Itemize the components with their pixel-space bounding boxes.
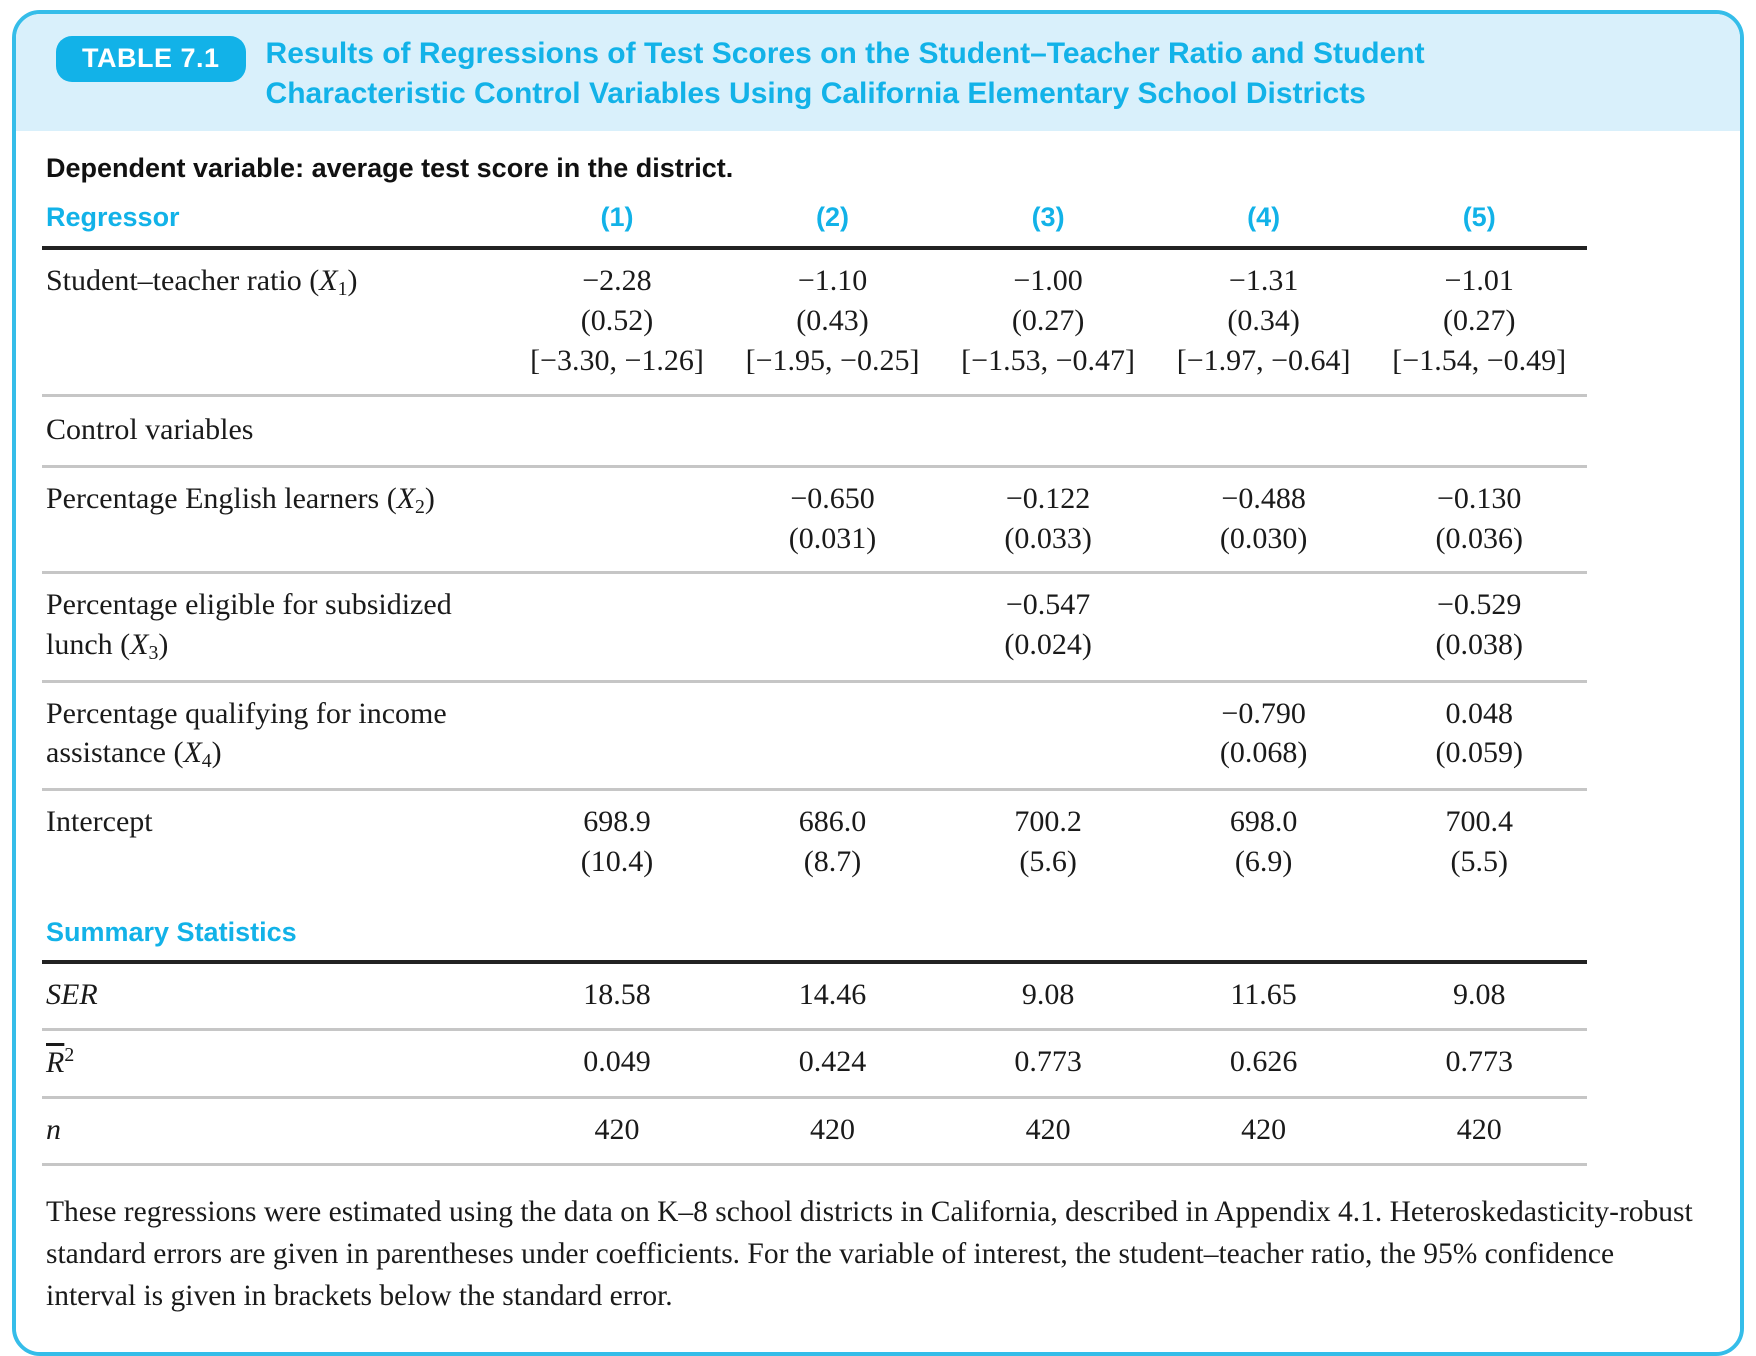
cell-summary-statistics-col1 — [509, 894, 725, 965]
column-header-1: (1) — [509, 194, 725, 251]
row-label-pct-subsidized-lunch: Percentage eligible for subsidized lunch … — [42, 572, 510, 683]
cell-pct-english-learners-col4: −0.488 (0.030) — [1155, 466, 1372, 575]
row-label-control-variables: Control variables — [42, 395, 510, 468]
table-body-area: Dependent variable: average test score i… — [16, 131, 1740, 1352]
cell-summary-statistics-col4 — [1155, 894, 1372, 965]
cell-ser-col5: 9.08 — [1371, 962, 1587, 1032]
cell-ser-col3: 9.08 — [940, 962, 1156, 1032]
column-header-2: (2) — [724, 194, 941, 251]
cell-ser-col1: 18.58 — [509, 962, 725, 1032]
row-label-summary-statistics: Summary Statistics — [42, 894, 510, 965]
cell-student-teacher-ratio-col2: −1.10 (0.43) [−1.95, −0.25] — [724, 248, 941, 397]
cell-pct-subsidized-lunch-col4 — [1155, 572, 1372, 683]
cell-student-teacher-ratio-col5: −1.01 (0.27) [−1.54, −0.49] — [1371, 248, 1587, 397]
regression-table-body: Regressor (1) (2) (3) (4) (5) Student–te… — [42, 194, 1587, 1166]
table-title: Results of Regressions of Test Scores on… — [266, 34, 1425, 113]
cell-ser-col2: 14.46 — [724, 962, 941, 1032]
row-ser: SER 18.58 14.46 9.08 11.65 9.08 — [42, 962, 1587, 1032]
cell-intercept-col1: 698.9 (10.4) — [580, 804, 654, 878]
row-intercept: Intercept 698.9 (10.4) 686.0 (8.7) 700.2 (5.6)… — [42, 789, 1587, 894]
cell-student-teacher-ratio-col4: −1.31 (0.34) [−1.97, −0.64] — [1155, 248, 1372, 397]
cell-n-col3: 420 — [940, 1097, 1156, 1166]
cell-summary-statistics-col2 — [724, 894, 941, 965]
cell-pct-english-learners-col3: −0.122 (0.033) — [940, 466, 1156, 575]
cell-control-variables-col3 — [940, 395, 1156, 468]
cell-control-variables-col5 — [1371, 395, 1587, 468]
cell-control-variables-col4 — [1155, 395, 1372, 468]
column-header-row: Regressor (1) (2) (3) (4) (5) — [42, 194, 1587, 251]
cell-r-bar-squared-col4: 0.626 — [1155, 1029, 1372, 1100]
row-n: n 420 420 420 420 420 — [42, 1097, 1587, 1166]
cell-student-teacher-ratio-col3: −1.00 (0.27) [−1.53, −0.47] — [940, 248, 1156, 397]
cell-pct-subsidized-lunch-col1 — [509, 572, 725, 683]
row-label-pct-income-assistance: Percentage qualifying for income assistan… — [42, 681, 510, 791]
cell-r-bar-squared-col3: 0.773 — [940, 1029, 1156, 1100]
cell-pct-income-assistance-col3 — [940, 681, 1156, 791]
cell-r-bar-squared-col5: 0.773 — [1371, 1029, 1587, 1100]
cell-pct-income-assistance-col5: 0.048 (0.059) — [1371, 681, 1587, 791]
cell-intercept-col4: 698.0 (6.9) — [1229, 804, 1298, 878]
cell-ser-col4: 11.65 — [1155, 962, 1372, 1032]
regression-table: Regressor (1) (2) (3) (4) (5) Student–te… — [42, 194, 1587, 1166]
cell-intercept-col3: 700.2 (5.6) — [1014, 804, 1082, 878]
row-pct-subsidized-lunch: Percentage eligible for subsidized lunch … — [42, 572, 1587, 683]
dependent-variable-note: Dependent variable: average test score i… — [46, 153, 734, 184]
cell-pct-english-learners-col2: −0.650 (0.031) — [724, 466, 941, 575]
column-header-4: (4) — [1155, 194, 1372, 251]
row-summary-statistics: Summary Statistics — [42, 894, 1587, 965]
cell-pct-income-assistance-col1 — [509, 681, 725, 791]
row-student-teacher-ratio: Student–teacher ratio (X1) −2.28 (0.52) [−3… — [42, 248, 1587, 397]
row-label-student-teacher-ratio: Student–teacher ratio (X1) — [42, 248, 510, 397]
cell-n-col4: 420 — [1155, 1097, 1372, 1166]
row-control-variables: Control variables — [42, 395, 1587, 468]
row-label-n: n — [42, 1097, 510, 1166]
table-number-badge: TABLE 7.1 — [56, 36, 246, 82]
table-title-line2: Characteristic Control Variables Using C… — [265, 76, 1366, 110]
cell-intercept-col2: 686.0 (8.7) — [798, 804, 867, 878]
cell-pct-income-assistance-col4: −0.790 (0.068) — [1155, 681, 1372, 791]
column-header-3: (3) — [940, 194, 1156, 251]
cell-r-bar-squared-col1: 0.049 — [509, 1029, 725, 1100]
table-footnote: These regressions were estimated using t… — [46, 1195, 1693, 1312]
cell-n-col1: 420 — [509, 1097, 725, 1166]
row-label-pct-english-learners: Percentage English learners (X2) — [42, 466, 510, 575]
cell-pct-subsidized-lunch-col3: −0.547 (0.024) — [940, 572, 1156, 683]
row-r-bar-squared: R2 0.049 0.424 0.773 0.626 0.773 — [42, 1029, 1587, 1100]
table-card: TABLE 7.1 Results of Regressions of Test… — [12, 10, 1744, 1356]
cell-n-col5: 420 — [1371, 1097, 1587, 1166]
cell-n-col2: 420 — [724, 1097, 941, 1166]
cell-intercept-col5: 700.4 (5.5) — [1445, 804, 1513, 878]
cell-pct-subsidized-lunch-col5: −0.529 (0.038) — [1371, 572, 1587, 683]
cell-summary-statistics-col3 — [940, 894, 1156, 965]
row-label-intercept: Intercept — [46, 804, 153, 838]
column-header-5: (5) — [1371, 194, 1587, 251]
cell-pct-income-assistance-col2 — [724, 681, 941, 791]
regressor-header: Regressor — [42, 194, 510, 251]
row-label-ser: SER — [42, 962, 510, 1032]
row-label-r-bar-squared: R2 — [42, 1029, 510, 1100]
cell-student-teacher-ratio-col1: −2.28 (0.52) [−3.30, −1.26] — [509, 248, 725, 397]
cell-control-variables-col2 — [724, 395, 941, 468]
cell-r-bar-squared-col2: 0.424 — [724, 1029, 941, 1100]
cell-pct-english-learners-col1 — [509, 466, 725, 575]
row-pct-income-assistance: Percentage qualifying for income assistan… — [42, 681, 1587, 791]
cell-summary-statistics-col5 — [1371, 894, 1587, 965]
table-header-band: TABLE 7.1 Results of Regressions of Test… — [16, 14, 1740, 132]
cell-pct-subsidized-lunch-col2 — [724, 572, 941, 683]
table-title-line1: Results of Regressions of Test Scores on… — [265, 37, 1425, 70]
cell-control-variables-col1 — [509, 395, 725, 468]
row-pct-english-learners: Percentage English learners (X2) −0.650 (0… — [42, 466, 1587, 575]
cell-pct-english-learners-col5: −0.130 (0.036) — [1371, 466, 1587, 575]
